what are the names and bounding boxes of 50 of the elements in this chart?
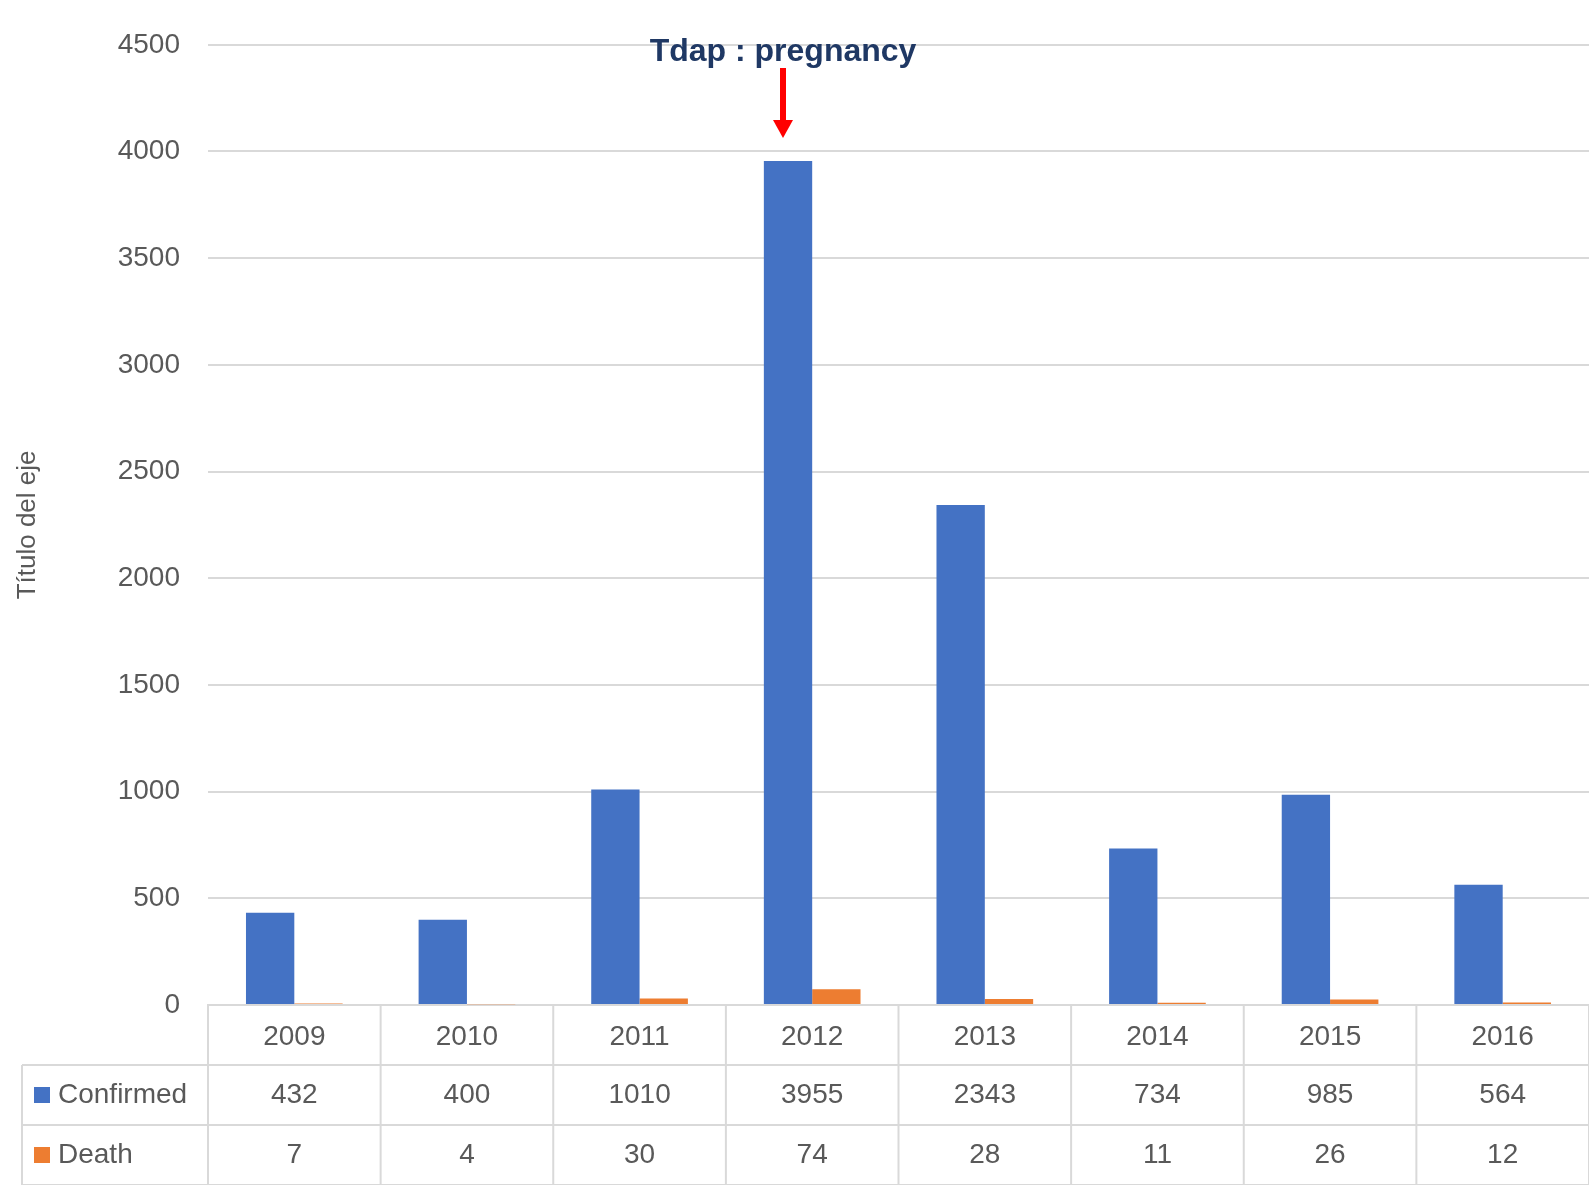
bar <box>639 998 688 1004</box>
x-tick-label: 2015 <box>1298 1019 1362 1051</box>
x-tick-label: 2011 <box>609 1019 670 1051</box>
y-tick-label: 1500 <box>117 667 180 699</box>
x-tick-label: 2010 <box>435 1019 499 1051</box>
x-tick-label: 2009 <box>263 1019 326 1051</box>
x-tick-label: 2012 <box>781 1019 844 1051</box>
data-label: 12 <box>1487 1137 1519 1169</box>
bar <box>591 789 640 1004</box>
data-label: 1010 <box>608 1077 671 1109</box>
bar <box>245 912 295 1004</box>
data-label: 11 <box>1142 1137 1172 1169</box>
data-label: 564 <box>1479 1077 1527 1109</box>
data-label: 74 <box>796 1137 828 1169</box>
x-tick-label: 2014 <box>1126 1019 1189 1051</box>
y-tick-label: 1000 <box>117 774 180 806</box>
y-tick-label: 2500 <box>117 454 180 486</box>
data-label: 432 <box>270 1077 318 1109</box>
data-label: 26 <box>1314 1137 1346 1169</box>
data-label: 3955 <box>781 1077 844 1109</box>
data-label: 2343 <box>953 1077 1016 1109</box>
y-tick-label: 3000 <box>117 347 180 379</box>
y-tick-label: 4500 <box>117 27 180 59</box>
x-tick-label: 2013 <box>953 1019 1016 1051</box>
data-label: 400 <box>443 1077 491 1109</box>
data-label: 4 <box>459 1137 475 1169</box>
y-tick-label: 0 <box>164 987 180 1019</box>
y-tick-label: 2000 <box>117 560 180 592</box>
legend-label: Confirmed <box>58 1077 188 1109</box>
y-tick-label: 500 <box>133 881 180 913</box>
bar <box>1109 848 1158 1004</box>
y-tick-label: 3500 <box>117 240 180 272</box>
data-label: 7 <box>286 1137 303 1169</box>
data-label: 734 <box>1134 1077 1181 1109</box>
x-tick-label: 2016 <box>1471 1019 1534 1051</box>
bar <box>1281 794 1331 1004</box>
bar <box>1330 999 1379 1004</box>
bar <box>763 161 813 1004</box>
annotation: Tdap : pregnancy <box>649 31 917 68</box>
bar <box>418 919 467 1004</box>
y-tick-label: 4000 <box>117 134 180 166</box>
data-label: 30 <box>623 1137 656 1169</box>
bar <box>812 989 861 1004</box>
data-label: 985 <box>1306 1077 1354 1109</box>
bar <box>1454 884 1503 1004</box>
data-label: 28 <box>969 1137 1001 1169</box>
y-axis-title: Título del eje <box>10 450 41 600</box>
bar <box>936 505 985 1004</box>
bar <box>984 999 1034 1004</box>
legend-label: Death <box>58 1137 133 1169</box>
